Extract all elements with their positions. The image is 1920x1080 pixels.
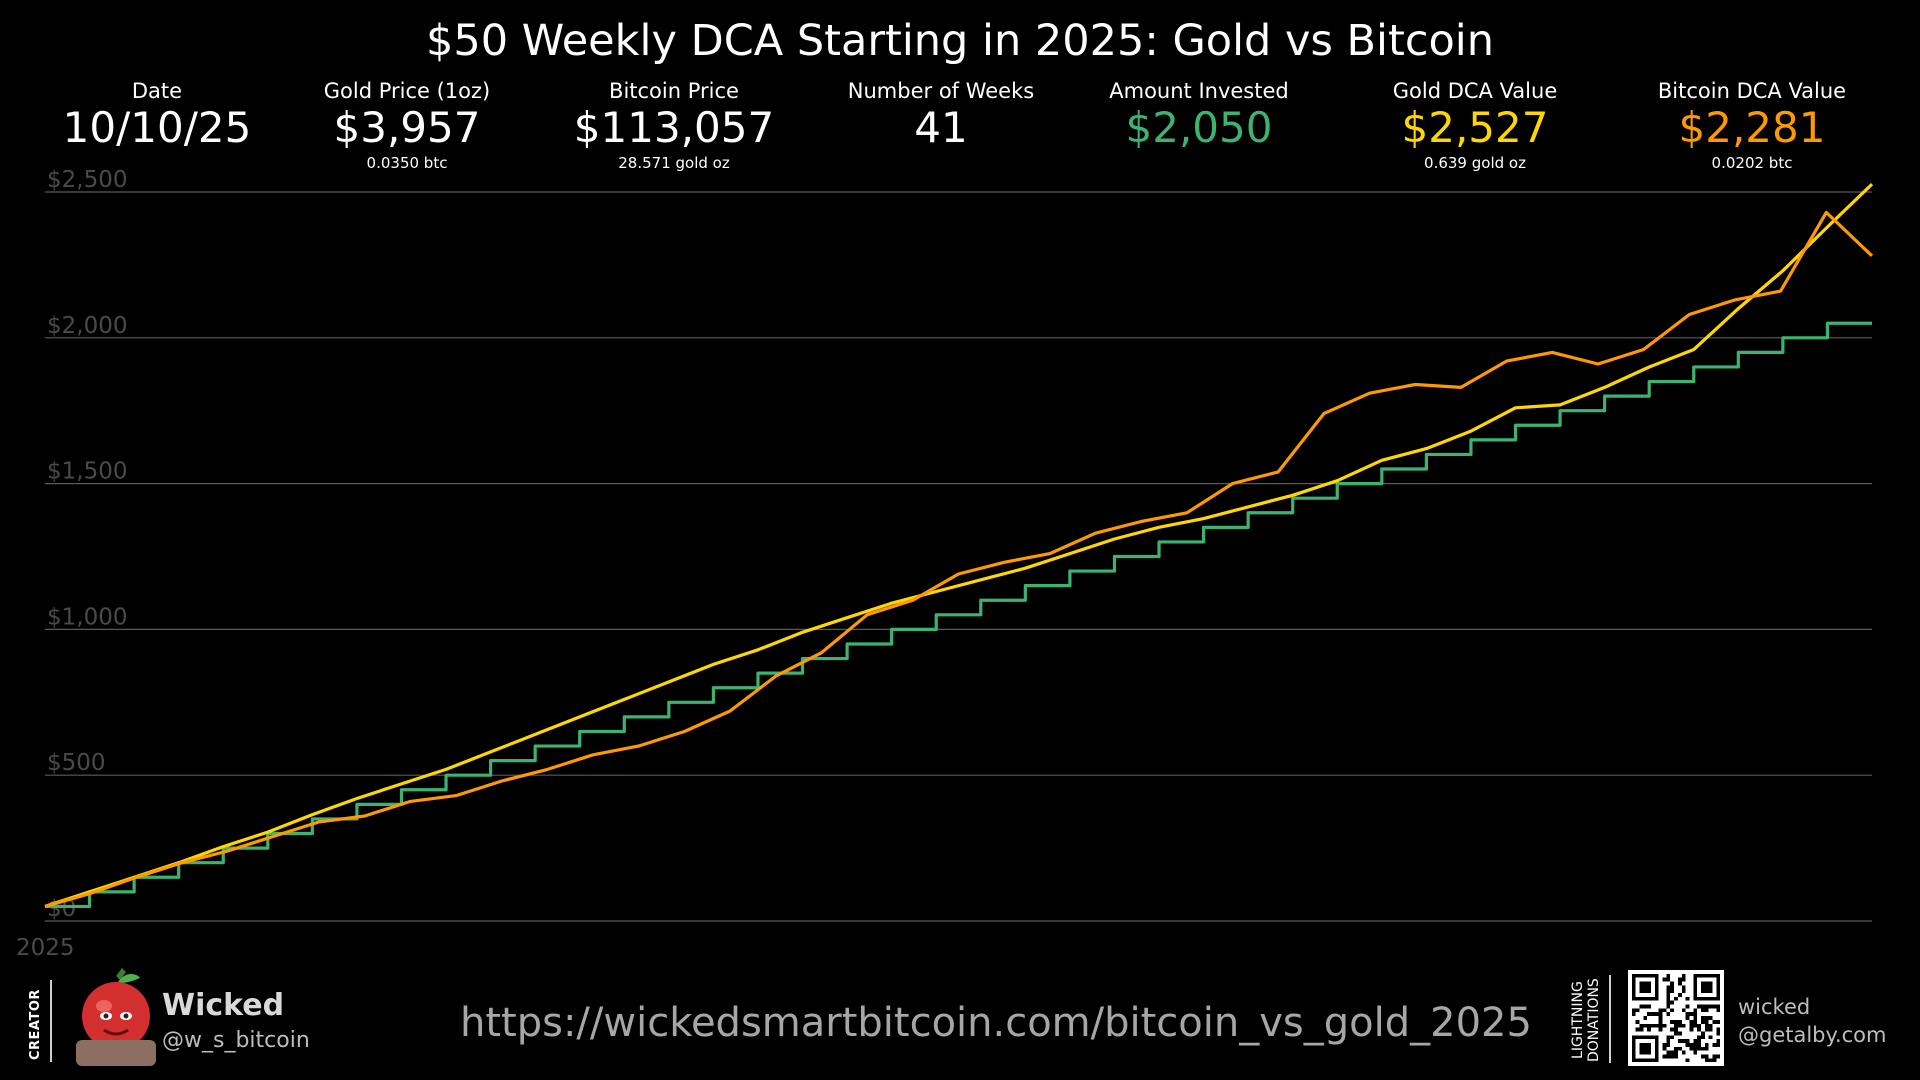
- stat-column: Date 10/10/25: [27, 78, 287, 154]
- stat-value: 10/10/25: [62, 103, 252, 152]
- stat-sub: 0.639 gold oz: [1424, 154, 1526, 172]
- x-tick-label: 2025: [16, 935, 75, 961]
- lightning-divider: [1609, 975, 1611, 1063]
- series-line-bitcoin-dca-value: [44, 210, 1874, 908]
- stat-label: Number of Weeks: [847, 79, 1035, 103]
- stat-label: Amount Invested: [1109, 79, 1289, 103]
- stat-label: Gold DCA Value: [1392, 79, 1558, 103]
- stat-value: $2,281: [1678, 103, 1826, 152]
- stat-column: Amount Invested $2,050: [1069, 78, 1329, 154]
- stat-column: Number of Weeks 41: [811, 78, 1071, 154]
- qr-code-icon[interactable]: [1628, 970, 1724, 1066]
- stat-column: Bitcoin Price $113,057 28.571 gold oz: [544, 78, 804, 172]
- apple-avatar-icon: [76, 968, 156, 1066]
- stat-label: Bitcoin DCA Value: [1657, 79, 1847, 103]
- website-url[interactable]: https://wickedsmartbitcoin.com/bitcoin_v…: [460, 1000, 1532, 1046]
- creator-label-box: CREATOR: [28, 980, 48, 1060]
- series-line-gold-dca-value: [44, 182, 1874, 908]
- y-tick-label: $1,500: [47, 459, 127, 485]
- chart-title: $50 Weekly DCA Starting in 2025: Gold vs…: [425, 16, 1494, 66]
- lightning-address: wicked @getalby.com: [1738, 993, 1886, 1049]
- stat-value: $3,957: [333, 103, 481, 152]
- stat-sub: 28.571 gold oz: [618, 154, 730, 172]
- stat-label: Bitcoin Price: [609, 79, 739, 103]
- stat-column: Gold Price (1oz) $3,957 0.0350 btc: [277, 78, 537, 172]
- stat-value: $2,527: [1401, 103, 1549, 152]
- creator-label: CREATOR: [28, 989, 43, 1060]
- alby-line-1: wicked: [1738, 995, 1811, 1019]
- stat-value: $113,057: [573, 103, 775, 152]
- lightning-line-1: LIGHTNING: [1570, 981, 1586, 1059]
- creator-divider: [50, 980, 52, 1062]
- stat-value: $2,050: [1125, 103, 1273, 152]
- stat-sub: 0.0202 btc: [1711, 154, 1793, 172]
- stat-label: Date: [131, 79, 183, 103]
- stat-label: Gold Price (1oz): [323, 79, 491, 103]
- creator-handle: @w_s_bitcoin: [162, 1028, 310, 1053]
- stat-sub: 0.0350 btc: [366, 154, 448, 172]
- creator-name: Wicked: [162, 988, 285, 1023]
- lightning-line-2: DONATIONS: [1586, 978, 1602, 1062]
- y-tick-label: $1,000: [47, 604, 127, 630]
- stat-value: 41: [914, 103, 968, 152]
- series-line-amount-invested: [45, 321, 1872, 909]
- stat-column: Gold DCA Value $2,527 0.639 gold oz: [1345, 78, 1605, 172]
- alby-line-2: @getalby.com: [1738, 1023, 1887, 1047]
- y-tick-label: $500: [47, 750, 106, 776]
- lightning-donations-label: LIGHTNING DONATIONS: [1570, 978, 1602, 1062]
- y-tick-label: $2,500: [47, 167, 127, 193]
- y-tick-label: $2,000: [47, 313, 127, 339]
- stat-column: Bitcoin DCA Value $2,281 0.0202 btc: [1622, 78, 1882, 172]
